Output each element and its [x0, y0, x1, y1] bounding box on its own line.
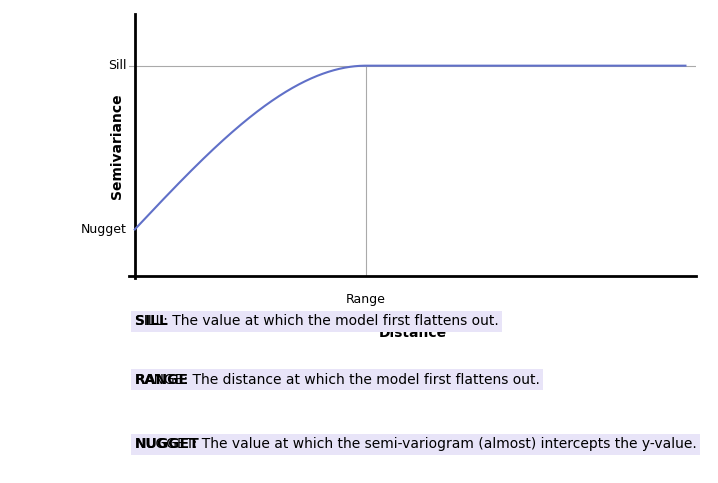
Text: SILL: The value at which the model first flattens out.: SILL: The value at which the model first…	[135, 314, 499, 328]
Text: Sill: Sill	[108, 59, 126, 72]
Text: NUGGET: The value at which the semi-variogram (almost) intercepts the y-value.: NUGGET: The value at which the semi-vari…	[135, 437, 696, 451]
Text: RANGE: RANGE	[135, 372, 189, 386]
Text: Nugget: Nugget	[80, 223, 126, 236]
Y-axis label: Semivariance: Semivariance	[110, 94, 123, 199]
Text: SILL: SILL	[135, 314, 168, 328]
Text: RANGE: The distance at which the model first flattens out.: RANGE: The distance at which the model f…	[135, 372, 540, 386]
Text: NUGGET: NUGGET	[135, 437, 200, 451]
Text: Range: Range	[346, 294, 386, 306]
Text: Distance: Distance	[379, 326, 447, 340]
